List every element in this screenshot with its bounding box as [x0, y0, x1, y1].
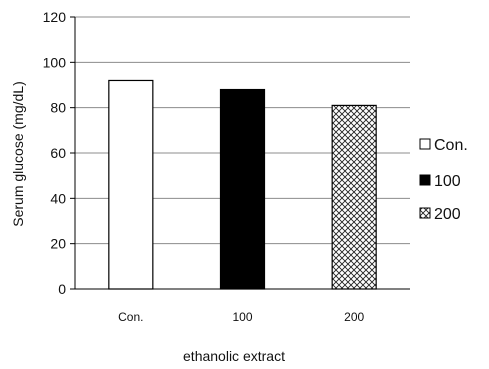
- legend: Con. 100 200: [419, 137, 468, 223]
- legend-swatch: [419, 138, 431, 150]
- legend-swatch: [419, 207, 431, 219]
- x-tick-label: 100: [232, 310, 252, 324]
- axes: 0 20 40 60 80 100 120 Con. 100 200: [43, 9, 410, 324]
- y-tick-label: 0: [58, 281, 66, 297]
- y-tick-label: 80: [50, 100, 66, 116]
- bars: [108, 79, 377, 290]
- legend-swatch: [419, 174, 431, 186]
- x-tick-label: 200: [344, 310, 364, 324]
- y-tick-label: 20: [50, 236, 66, 252]
- bar: [219, 88, 266, 290]
- y-axis-label: Serum glucose (mg/dL): [10, 81, 26, 227]
- legend-label: 200: [434, 206, 461, 223]
- x-axis-label: ethanolic extract: [183, 348, 285, 364]
- y-tick-label: 120: [43, 9, 67, 25]
- y-tick-label: 100: [43, 54, 67, 70]
- y-tick-label: 60: [50, 145, 66, 161]
- bar: [108, 79, 154, 290]
- bar: [331, 104, 377, 290]
- x-tick-label: Con.: [118, 310, 143, 324]
- y-tick-label: 40: [50, 190, 66, 206]
- legend-label: Con.: [434, 137, 468, 154]
- legend-label: 100: [434, 173, 461, 190]
